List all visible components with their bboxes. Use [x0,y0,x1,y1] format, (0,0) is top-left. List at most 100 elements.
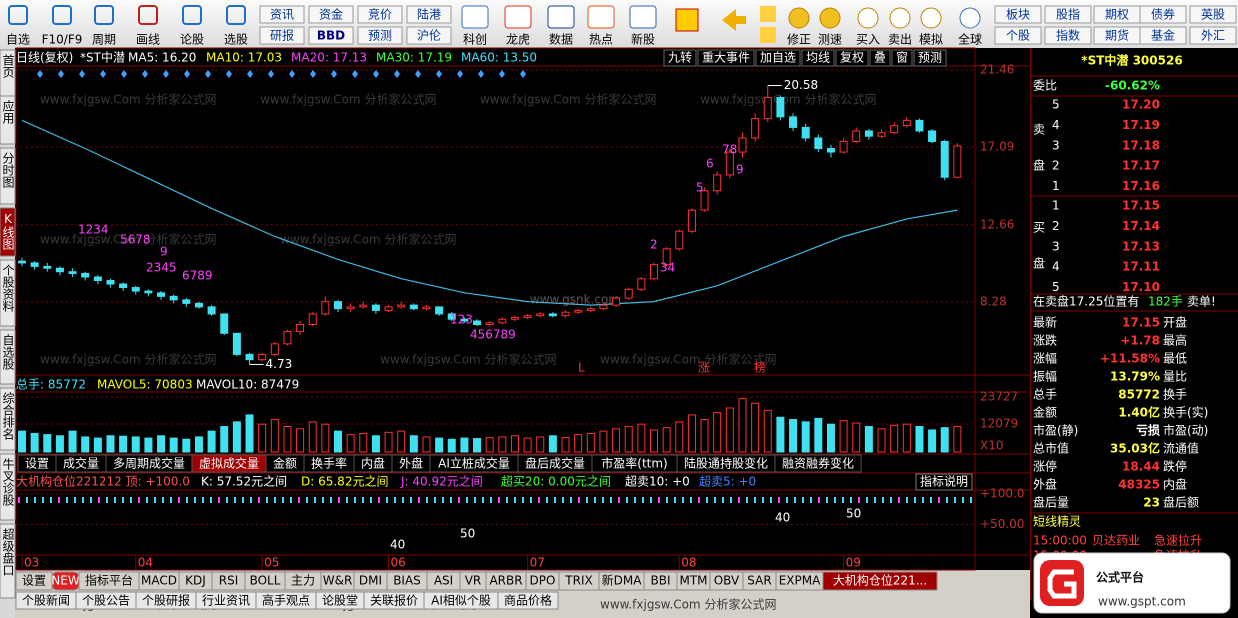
toolbar-button[interactable]: 龙虎 [506,33,530,47]
toolbar-button[interactable]: 买入 [856,33,880,47]
vol-tab-label[interactable]: 市盈率(ttm) [601,456,667,471]
bottom-tab-label[interactable]: 行业资讯 [202,594,250,608]
toolbar-button[interactable]: 预测 [368,29,392,43]
header-button[interactable] [835,49,869,67]
header-button[interactable] [755,49,801,67]
toolbar-button[interactable]: 热点 [589,33,613,47]
toolbar-button[interactable]: 个股 [1006,29,1030,43]
toolbar-button[interactable]: 卖出 [888,33,912,47]
sidebar-tab[interactable] [0,329,16,385]
toolbar-button[interactable]: 研报 [270,28,294,43]
indicator-tab-label[interactable]: BBI [650,574,670,588]
toolbar-button[interactable]: 数据 [549,32,573,47]
sidebar-tab[interactable] [0,95,16,145]
indicator-tab-label[interactable]: NEW [51,574,80,588]
sidebar-tab[interactable] [0,207,16,257]
bottom-tab[interactable] [497,591,559,610]
indicator-tab-label[interactable]: 设置 [22,574,46,588]
toolbar-button[interactable]: 陆港 [417,7,441,22]
header-button-label[interactable]: 预测 [918,51,942,65]
indicator-tab-label[interactable]: BOLL [250,574,281,588]
toolbar-button[interactable]: 资金 [319,7,343,22]
bottom-tab-label[interactable]: 关联报价 [370,593,418,608]
sidebar-tab[interactable] [0,147,16,205]
bottom-tab-label[interactable]: AI相似个股 [431,594,491,608]
header-button-label[interactable]: 叠 [874,51,886,65]
toolbar-button[interactable]: 基金 [1151,28,1175,43]
indicator-tab-label[interactable]: DPO [530,574,556,588]
indicator-tab-label[interactable]: W&R [323,574,353,588]
toolbar-button[interactable]: 沪伦 [417,28,441,43]
header-button[interactable] [891,49,913,67]
bottom-tab-label[interactable]: 商品价格 [504,593,552,608]
sidebar-tab[interactable] [0,387,16,451]
toolbar-button[interactable]: 测速 [818,33,842,47]
vol-tab-label[interactable]: AI立桩成交量 [438,456,510,471]
sidebar-tab[interactable] [0,523,16,599]
toolbar-button[interactable]: 板块 [1006,8,1030,22]
toolbar-button[interactable]: 股指 [1056,7,1080,22]
header-button[interactable] [869,49,891,67]
toolbar-button[interactable]: 全球 [958,32,982,47]
header-button[interactable] [801,49,835,67]
toolbar-button[interactable]: 指数 [1056,28,1080,43]
toolbar-button[interactable]: 新股 [631,32,655,47]
indicator-tab-label[interactable]: TRIX [564,574,592,588]
indicator-tab-label[interactable]: BIAS [393,574,421,588]
toolbar-button[interactable]: 画线 [136,33,160,47]
help-button[interactable] [915,473,973,491]
vol-tab-label[interactable]: 虚拟成交量 [199,456,259,471]
header-button[interactable] [663,49,697,67]
toolbar-button[interactable]: 资讯 [270,8,294,22]
toolbar-button[interactable]: 期权 [1105,8,1129,22]
vol-tab-label[interactable]: 外盘 [399,456,423,471]
indicator-tab-label[interactable]: KDJ [185,574,206,588]
indicator-tab-label[interactable]: SAR [747,574,771,588]
header-button-label[interactable]: 加自选 [760,51,796,65]
vol-tab-label[interactable]: 陆股通持股变化 [684,456,768,471]
toolbar-button[interactable]: 科创 [463,33,487,47]
header-button-label[interactable]: 重大事件 [702,51,750,65]
indicator-tab[interactable] [822,571,938,591]
header-button[interactable] [697,49,755,67]
toolbar-button[interactable]: 周期 [92,33,116,47]
toolbar-button[interactable]: 外汇 [1201,29,1225,43]
toolbar-button[interactable]: 修正 [787,32,811,47]
header-button[interactable] [913,49,947,67]
toolbar-button[interactable]: 英股 [1201,8,1225,22]
indicator-tab-label[interactable]: 主力 [291,574,315,588]
bottom-tab-label[interactable]: 论股堂 [322,594,358,608]
vol-tab-label[interactable]: 成交量 [63,456,99,471]
header-button-label[interactable]: 九转 [668,50,692,65]
indicator-tab-label[interactable]: RSI [219,574,239,588]
bottom-tab-label[interactable]: 高手观点 [262,593,310,608]
toolbar-button[interactable]: 期货 [1105,28,1129,43]
bottom-tab-label[interactable]: 个股新闻 [22,593,70,608]
vol-tab-label[interactable]: 换手率 [311,456,347,471]
indicator-tab-label[interactable]: MACD [141,574,177,588]
indicator-tab-label[interactable]: OBV [714,574,740,588]
indicator-tab-label[interactable]: ARBR [489,574,522,588]
vol-tab-label[interactable]: 内盘 [361,456,385,471]
vol-tab-label[interactable]: 多周期成交量 [113,456,185,471]
help-button-label[interactable]: 指标说明 [920,474,968,489]
indicator-tab-label[interactable]: MTM [679,574,707,588]
toolbar-button[interactable]: 债券 [1151,7,1175,22]
sidebar-tab[interactable] [0,453,16,521]
vol-tab-label[interactable]: 融资融券变化 [782,456,854,471]
vol-tab[interactable] [774,454,862,473]
toolbar-button[interactable]: 自选 [6,33,30,47]
vol-tab-label[interactable]: 设置 [25,457,49,471]
toolbar-button[interactable]: 选股 [224,33,248,47]
toolbar-button[interactable]: 论股 [180,33,204,47]
bottom-tab-label[interactable]: 个股公告 [82,594,130,608]
indicator-tab-label[interactable]: 指标平台 [85,573,133,588]
indicator-tab-label[interactable]: VR [465,574,482,588]
indicator-tab-label[interactable]: 新DMA [602,573,643,588]
toolbar-button[interactable]: BBD [317,29,345,43]
indicator-tab-label[interactable]: ASI [434,574,453,588]
header-button-label[interactable]: 复权 [840,51,864,65]
toolbar-button[interactable]: 模拟 [919,33,943,47]
header-button-label[interactable]: 均线 [806,51,830,65]
bottom-tab-label[interactable]: 个股研报 [142,593,190,608]
